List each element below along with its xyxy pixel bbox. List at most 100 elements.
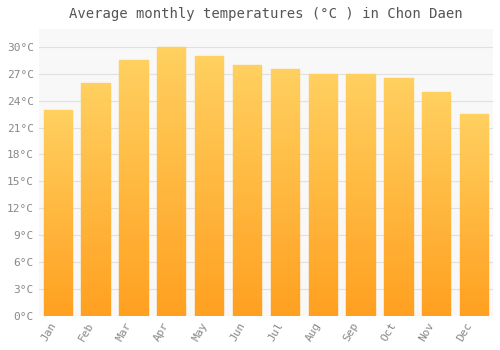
Bar <box>384 287 412 292</box>
Bar <box>119 270 148 275</box>
Bar <box>82 144 110 148</box>
Bar <box>384 131 412 135</box>
Bar <box>384 282 412 287</box>
Bar <box>195 248 224 253</box>
Bar <box>346 84 375 88</box>
Bar <box>384 301 412 306</box>
Bar <box>157 257 186 262</box>
Bar <box>44 130 72 134</box>
Bar <box>195 124 224 129</box>
Bar <box>157 69 186 74</box>
Bar <box>422 92 450 316</box>
Bar <box>346 233 375 238</box>
Bar <box>308 209 337 214</box>
Bar <box>119 71 148 76</box>
Bar <box>157 187 186 192</box>
Bar <box>384 88 412 92</box>
Bar <box>346 243 375 248</box>
Bar <box>157 176 186 181</box>
Bar <box>422 127 450 132</box>
Bar <box>460 146 488 150</box>
Bar <box>346 98 375 103</box>
Bar <box>233 70 261 75</box>
Bar <box>270 143 299 148</box>
Bar <box>384 140 412 145</box>
Bar <box>195 217 224 222</box>
Bar <box>119 158 148 162</box>
Bar <box>460 162 488 167</box>
Bar <box>44 279 72 283</box>
Bar <box>119 178 148 183</box>
Bar <box>195 212 224 217</box>
Bar <box>346 161 375 166</box>
Bar <box>460 239 488 243</box>
Bar <box>384 78 412 316</box>
Bar <box>460 300 488 303</box>
Bar <box>270 237 299 242</box>
Bar <box>308 151 337 156</box>
Bar <box>44 254 72 258</box>
Bar <box>270 301 299 306</box>
Bar <box>44 151 72 155</box>
Bar <box>119 275 148 280</box>
Bar <box>308 190 337 195</box>
Bar <box>119 224 148 229</box>
Bar <box>270 69 299 74</box>
Bar <box>157 127 186 133</box>
Bar <box>157 294 186 300</box>
Bar <box>422 307 450 311</box>
Bar <box>119 122 148 127</box>
Bar <box>119 132 148 137</box>
Bar <box>422 154 450 159</box>
Bar <box>346 146 375 151</box>
Bar <box>44 110 72 316</box>
Bar <box>308 88 337 93</box>
Bar <box>422 190 450 195</box>
Bar <box>157 289 186 294</box>
Bar <box>233 205 261 210</box>
Bar <box>82 181 110 185</box>
Bar <box>346 132 375 137</box>
Bar <box>44 312 72 316</box>
Bar <box>460 199 488 203</box>
Bar <box>195 87 224 92</box>
Bar <box>460 263 488 267</box>
Bar <box>82 288 110 292</box>
Bar <box>384 159 412 164</box>
Bar <box>82 139 110 143</box>
Bar <box>233 140 261 145</box>
Bar <box>422 293 450 298</box>
Bar <box>270 276 299 281</box>
Bar <box>44 139 72 142</box>
Bar <box>422 266 450 271</box>
Bar <box>195 82 224 87</box>
Bar <box>44 262 72 266</box>
Bar <box>119 91 148 96</box>
Bar <box>422 146 450 150</box>
Bar <box>422 204 450 208</box>
Bar <box>346 180 375 185</box>
Bar <box>422 275 450 280</box>
Bar <box>119 162 148 168</box>
Bar <box>233 100 261 105</box>
Bar <box>119 193 148 198</box>
Bar <box>195 279 224 285</box>
Bar <box>233 240 261 245</box>
Bar <box>195 56 224 61</box>
Bar <box>44 204 72 209</box>
Bar <box>82 153 110 157</box>
Bar <box>233 105 261 110</box>
Bar <box>422 258 450 262</box>
Bar <box>233 75 261 80</box>
Bar <box>233 125 261 130</box>
Bar <box>119 219 148 224</box>
Bar <box>82 130 110 134</box>
Bar <box>308 74 337 316</box>
Bar <box>44 250 72 254</box>
Bar <box>422 172 450 177</box>
Bar <box>82 218 110 223</box>
Bar <box>460 284 488 287</box>
Bar <box>82 116 110 120</box>
Bar <box>460 114 488 316</box>
Bar <box>82 148 110 153</box>
